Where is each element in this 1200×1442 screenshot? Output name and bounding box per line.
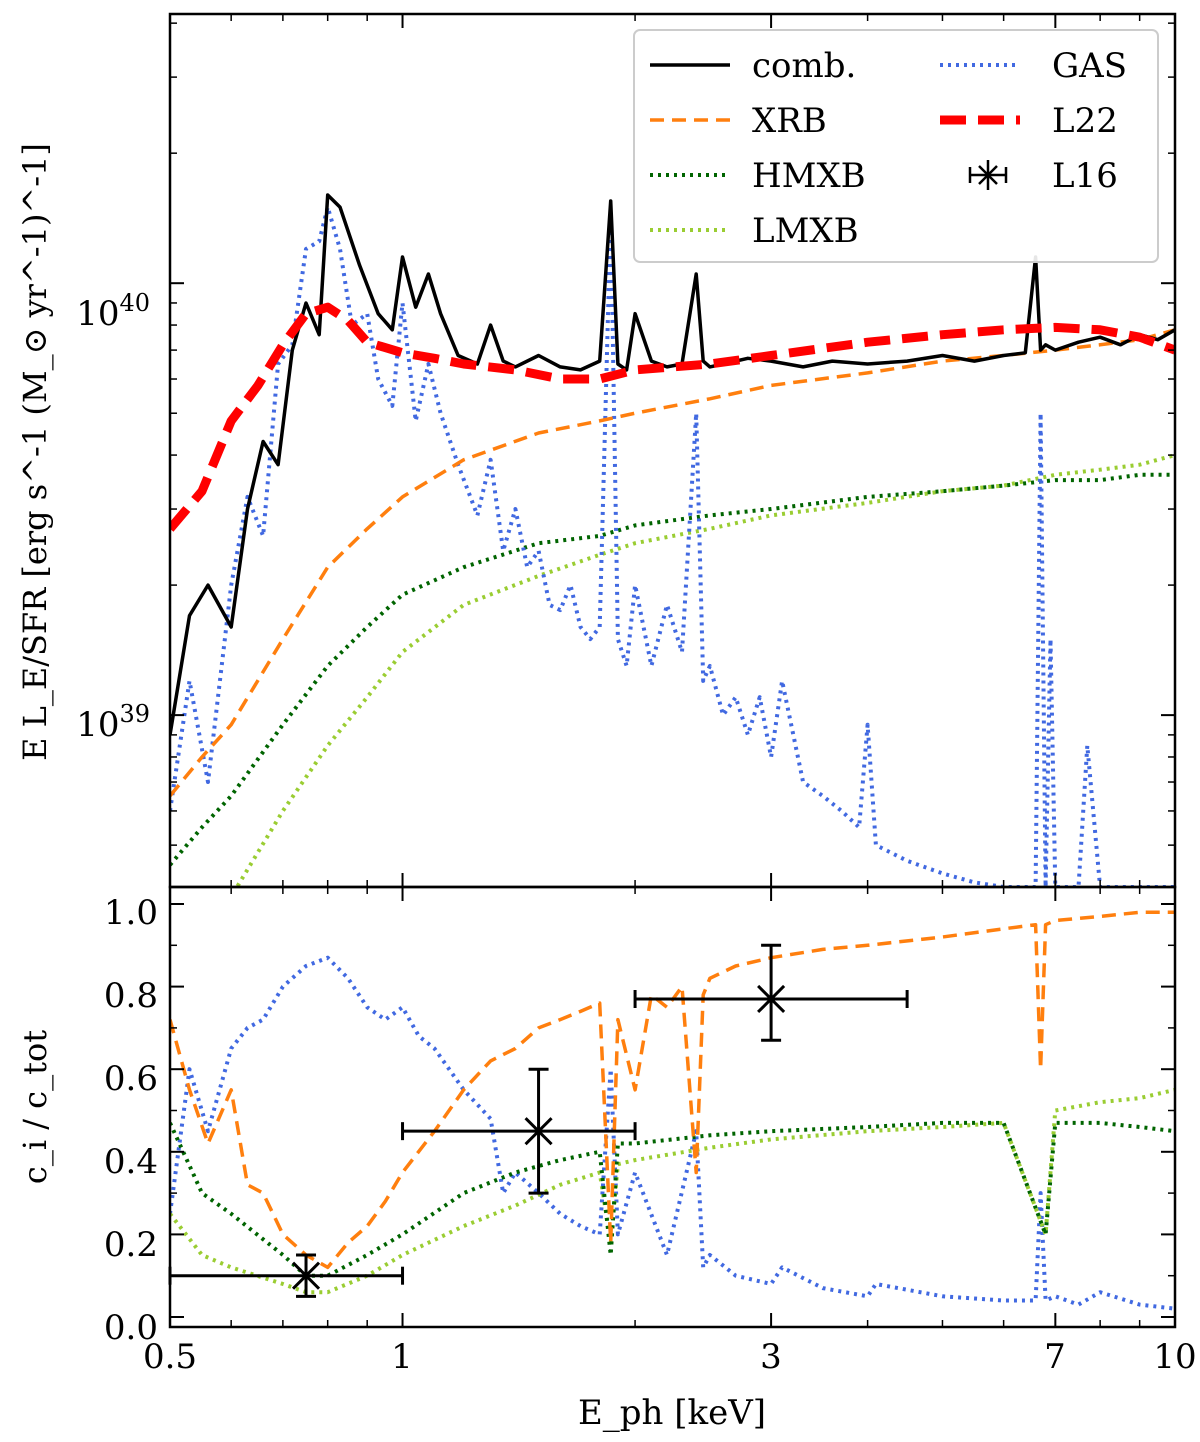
xtick-label-10: 10 xyxy=(1153,1337,1196,1377)
legend-label-l16: L16 xyxy=(1052,156,1118,196)
bottom-panel-series xyxy=(170,910,1175,1311)
legend-box xyxy=(633,29,1159,263)
top-ytick-label-1e39: 1039 xyxy=(76,700,150,745)
l16-point-2-marker-b xyxy=(757,984,786,1014)
bottom-ytick-label-4: 0.8 xyxy=(104,976,158,1016)
legend-label-comb: comb. xyxy=(752,46,856,86)
axis-ticks xyxy=(169,14,1176,1327)
legend-label-l22: L22 xyxy=(1052,101,1118,141)
top-panel-series xyxy=(170,193,1175,887)
bottom-series-gas xyxy=(170,955,1175,1311)
bottom-panel-frame xyxy=(168,885,1177,1329)
legend-label-gas: GAS xyxy=(1052,46,1127,86)
bottom-ytick-label-1: 0.2 xyxy=(104,1225,158,1265)
x-axis-label: E_ph [keV] xyxy=(578,1393,766,1433)
l16-errorbars xyxy=(168,943,909,1298)
top-series-comb xyxy=(170,193,1175,736)
top-series-gas xyxy=(170,205,1175,887)
bottom-y-axis-label: c_i / c_tot xyxy=(16,1030,54,1184)
legend: comb. XRB HMXB LMXB GAS L22 L16 xyxy=(633,29,1159,263)
l16-point-1-marker-b xyxy=(524,1117,553,1146)
bottom-series-hmxb xyxy=(170,1120,1175,1278)
l16-point-0-marker-b xyxy=(291,1261,321,1290)
top-ytick-label-1e40: 1040 xyxy=(76,289,150,334)
legend-label-hmxb: HMXB xyxy=(752,156,866,196)
xtick-label-1: 1 xyxy=(391,1337,413,1377)
bottom-series-lmxb xyxy=(170,1087,1175,1295)
xtick-label-7: 7 xyxy=(1044,1337,1066,1377)
legend-label-xrb: XRB xyxy=(752,101,827,141)
bottom-ytick-label-0: 0.0 xyxy=(104,1308,158,1348)
xtick-label-0.5: 0.5 xyxy=(143,1337,197,1377)
top-series-lmxb xyxy=(234,453,1175,887)
bottom-ytick-label-3: 0.6 xyxy=(104,1059,158,1099)
bottom-ytick-label-2: 0.4 xyxy=(104,1142,158,1182)
top-series-hmxb xyxy=(170,472,1175,867)
top-y-axis-label: E L_E/SFR [erg s^-1 (M_⊙ yr^-1)^-1] xyxy=(16,143,54,761)
bottom-series-xrb xyxy=(170,910,1175,1270)
bottom-ytick-label-5: 1.0 xyxy=(104,893,158,933)
legend-swatch-l16 xyxy=(968,160,1008,190)
top-series-xrb xyxy=(170,328,1175,798)
top-series-l22 xyxy=(170,302,1175,532)
legend-label-lmxb: LMXB xyxy=(752,211,859,251)
xtick-label-3: 3 xyxy=(760,1337,782,1377)
